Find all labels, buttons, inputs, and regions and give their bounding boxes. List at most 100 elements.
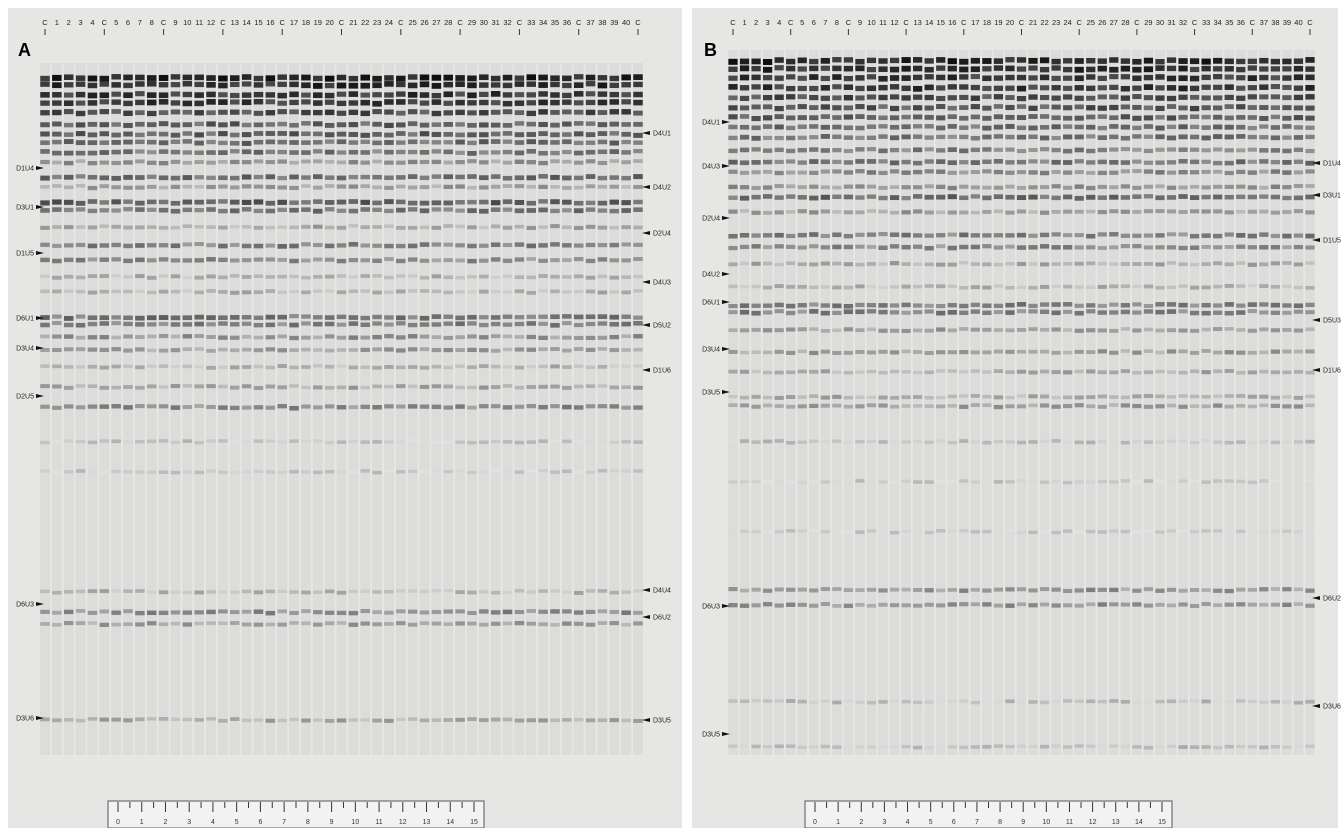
band xyxy=(1294,530,1303,533)
band xyxy=(1271,185,1280,189)
band xyxy=(479,471,488,474)
band xyxy=(420,590,429,593)
band xyxy=(1305,349,1314,353)
band xyxy=(76,621,85,625)
band xyxy=(586,174,595,179)
band xyxy=(76,92,85,98)
band xyxy=(254,140,263,145)
band-marker-label: D3U1 xyxy=(16,205,34,212)
band xyxy=(432,622,441,626)
band xyxy=(503,259,512,263)
band xyxy=(1213,403,1222,407)
band xyxy=(1225,66,1234,72)
band xyxy=(1271,441,1280,445)
band xyxy=(1178,284,1187,287)
band xyxy=(337,75,346,81)
band xyxy=(1017,135,1026,140)
band xyxy=(775,114,784,119)
band xyxy=(1144,115,1153,120)
band xyxy=(76,201,85,206)
band xyxy=(1236,104,1245,109)
band xyxy=(538,131,547,136)
band xyxy=(242,335,251,339)
band xyxy=(1017,195,1026,200)
band xyxy=(832,135,841,139)
band xyxy=(349,122,358,127)
band xyxy=(455,440,464,443)
band xyxy=(936,244,945,248)
band xyxy=(1121,745,1130,748)
band xyxy=(396,226,405,230)
band xyxy=(786,115,795,120)
band xyxy=(1190,351,1199,355)
band xyxy=(372,440,381,444)
band xyxy=(218,226,227,230)
band xyxy=(1259,395,1268,399)
band xyxy=(809,105,818,110)
band xyxy=(867,124,876,128)
band xyxy=(266,335,275,339)
band xyxy=(809,262,818,266)
band xyxy=(52,75,61,81)
band xyxy=(479,74,488,80)
band xyxy=(467,591,476,595)
band xyxy=(52,140,61,145)
band xyxy=(325,315,334,320)
band xyxy=(515,322,524,326)
band xyxy=(1178,75,1187,81)
band xyxy=(230,82,239,87)
band xyxy=(821,234,830,238)
band xyxy=(1178,602,1187,606)
band xyxy=(289,82,298,88)
band xyxy=(1294,160,1303,164)
lane xyxy=(809,50,819,755)
band xyxy=(562,200,571,205)
band xyxy=(372,315,381,319)
ruler-label: 0 xyxy=(116,819,120,826)
band xyxy=(1236,588,1245,592)
band xyxy=(1121,262,1130,266)
band-marker-label: D4U3 xyxy=(702,164,720,171)
band xyxy=(798,171,807,175)
band xyxy=(1109,303,1118,307)
band xyxy=(206,82,215,88)
band xyxy=(948,194,957,199)
band xyxy=(1305,604,1314,608)
band xyxy=(1305,169,1314,173)
band xyxy=(1063,233,1072,237)
band xyxy=(52,244,61,248)
band xyxy=(1040,370,1049,374)
band xyxy=(266,347,275,351)
band xyxy=(301,719,310,723)
band xyxy=(266,185,275,189)
band xyxy=(515,81,524,87)
band xyxy=(479,718,488,722)
band xyxy=(1271,135,1280,140)
band-marker-label: D6U3 xyxy=(702,604,720,611)
band xyxy=(959,405,968,409)
band xyxy=(855,440,864,443)
band xyxy=(913,209,922,213)
band xyxy=(878,262,887,265)
band xyxy=(1075,75,1084,81)
band xyxy=(867,86,876,92)
band xyxy=(1098,185,1107,189)
band xyxy=(254,244,263,249)
band xyxy=(832,481,841,484)
band xyxy=(266,257,275,261)
band xyxy=(1028,394,1037,398)
band xyxy=(1202,404,1211,408)
band xyxy=(901,196,910,200)
band xyxy=(1271,328,1280,332)
ruler-label: 5 xyxy=(235,819,239,826)
band xyxy=(936,96,945,101)
band xyxy=(925,531,934,534)
band xyxy=(218,439,227,442)
band xyxy=(491,365,500,369)
band xyxy=(913,124,922,128)
band xyxy=(1259,105,1268,110)
band xyxy=(230,141,239,146)
band xyxy=(913,263,922,266)
band xyxy=(633,386,642,390)
band xyxy=(40,92,49,98)
